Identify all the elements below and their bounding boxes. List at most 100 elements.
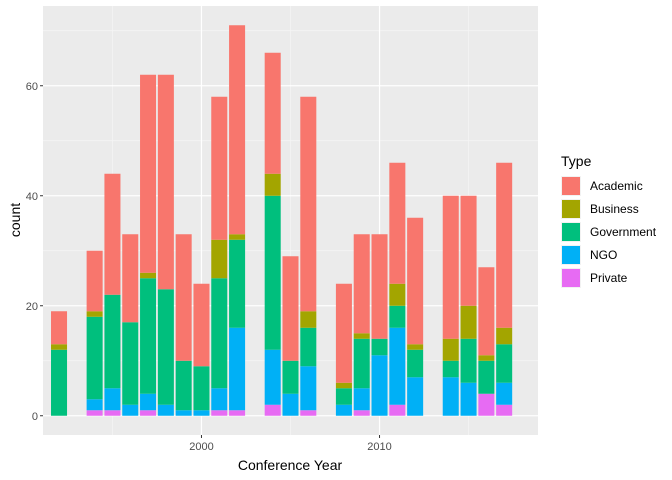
bar-private-2004 — [264, 404, 281, 416]
bar-business-1997 — [140, 272, 157, 279]
bar-government-1994 — [86, 316, 103, 400]
y-axis-title: count — [7, 203, 23, 237]
bar-government-2012 — [407, 349, 424, 378]
bar-business-2014 — [442, 338, 459, 361]
bar-government-2004 — [264, 195, 281, 350]
legend-swatch-private — [562, 269, 580, 287]
bar-government-2010 — [371, 338, 388, 356]
bar-government-2008 — [335, 388, 352, 405]
bar-ngo-1994 — [86, 399, 103, 411]
bar-business-2012 — [407, 344, 424, 350]
bar-government-1997 — [140, 278, 157, 394]
legend-label-ngo: NGO — [590, 248, 617, 262]
bar-government-2016 — [478, 360, 495, 394]
bar-academic-2000 — [193, 283, 210, 367]
bar-ngo-2017 — [496, 382, 513, 405]
legend-swatch-business — [562, 200, 580, 218]
bar-ngo-1997 — [140, 393, 157, 411]
bar-academic-2012 — [407, 217, 424, 345]
bar-ngo-1996 — [122, 404, 139, 416]
bar-ngo-2014 — [442, 377, 459, 416]
bar-business-2017 — [496, 327, 513, 345]
bar-government-2014 — [442, 360, 459, 378]
bar-academic-1997 — [140, 74, 157, 273]
bar-academic-1995 — [104, 173, 121, 295]
legend: Type Academic Business Government NGO Privat… — [561, 153, 657, 288]
bar-business-2015 — [460, 305, 477, 339]
bar-academic-1996 — [122, 234, 139, 323]
bar-ngo-2006 — [300, 366, 317, 411]
bar-academic-2016 — [478, 267, 495, 356]
bar-government-2006 — [300, 327, 317, 367]
bar-ngo-1998 — [157, 404, 174, 416]
bar-private-1997 — [140, 410, 157, 416]
bar-ngo-1999 — [175, 410, 192, 416]
bar-private-2016 — [478, 393, 495, 416]
bar-private-2001 — [211, 410, 228, 416]
bar-academic-1998 — [157, 74, 174, 290]
bar-ngo-2008 — [335, 404, 352, 416]
bar-government-2001 — [211, 278, 228, 389]
bar-ngo-2001 — [211, 388, 228, 411]
bar-government-2015 — [460, 338, 477, 383]
bar-government-2000 — [193, 366, 210, 411]
bar-academic-2015 — [460, 195, 477, 306]
bar-ngo-1995 — [104, 388, 121, 411]
legend-label-government: Government — [590, 225, 657, 239]
bar-academic-2014 — [442, 195, 459, 339]
bar-academic-2008 — [335, 283, 352, 383]
bar-private-2006 — [300, 410, 317, 416]
bar-ngo-2011 — [389, 327, 406, 405]
legend-swatch-academic — [562, 177, 580, 195]
y-tick-label: 20 — [26, 301, 38, 313]
bar-ngo-2004 — [264, 349, 281, 405]
bar-academic-2010 — [371, 234, 388, 339]
y-tick-label: 60 — [26, 81, 38, 93]
legend-swatch-ngo — [562, 246, 580, 264]
x-axis-title: Conference Year — [238, 457, 343, 473]
bar-academic-2017 — [496, 162, 513, 328]
bar-business-1994 — [86, 311, 103, 317]
bar-ngo-2000 — [193, 410, 210, 416]
bar-business-2011 — [389, 283, 406, 306]
bar-business-2002 — [229, 234, 246, 240]
bar-private-1995 — [104, 410, 121, 416]
bar-private-2002 — [229, 410, 246, 416]
bar-private-2017 — [496, 404, 513, 416]
bar-government-1995 — [104, 294, 121, 389]
x-tick-label: 2000 — [189, 441, 213, 453]
bar-ngo-2015 — [460, 382, 477, 416]
bar-academic-2006 — [300, 96, 317, 312]
bar-business-2008 — [335, 382, 352, 389]
bar-private-2009 — [353, 410, 370, 416]
bar-ngo-2005 — [282, 393, 299, 416]
bar-academic-2004 — [264, 52, 281, 174]
legend-swatch-government — [562, 223, 580, 241]
bar-government-1996 — [122, 322, 139, 405]
bars — [51, 25, 513, 416]
bar-academic-2002 — [229, 25, 246, 235]
bar-academic-2011 — [389, 162, 406, 284]
bar-ngo-2012 — [407, 377, 424, 416]
y-tick-label: 0 — [32, 411, 38, 423]
bar-business-2004 — [264, 173, 281, 196]
bar-business-2009 — [353, 333, 370, 339]
bar-business-1992 — [51, 344, 68, 350]
bar-academic-2009 — [353, 234, 370, 334]
bar-private-2011 — [389, 404, 406, 416]
x-axis: 2000 2010 — [189, 435, 392, 453]
bar-business-2016 — [478, 355, 495, 361]
bar-government-2011 — [389, 305, 406, 328]
bar-academic-1994 — [86, 250, 103, 312]
bar-government-1999 — [175, 360, 192, 411]
legend-label-private: Private — [590, 271, 628, 285]
bar-government-1998 — [157, 289, 174, 405]
bar-government-2005 — [282, 360, 299, 394]
bar-ngo-2009 — [353, 388, 370, 411]
bar-private-1994 — [86, 410, 103, 416]
bar-government-2002 — [229, 239, 246, 328]
x-tick-label: 2010 — [367, 441, 391, 453]
bar-academic-2001 — [211, 96, 228, 240]
